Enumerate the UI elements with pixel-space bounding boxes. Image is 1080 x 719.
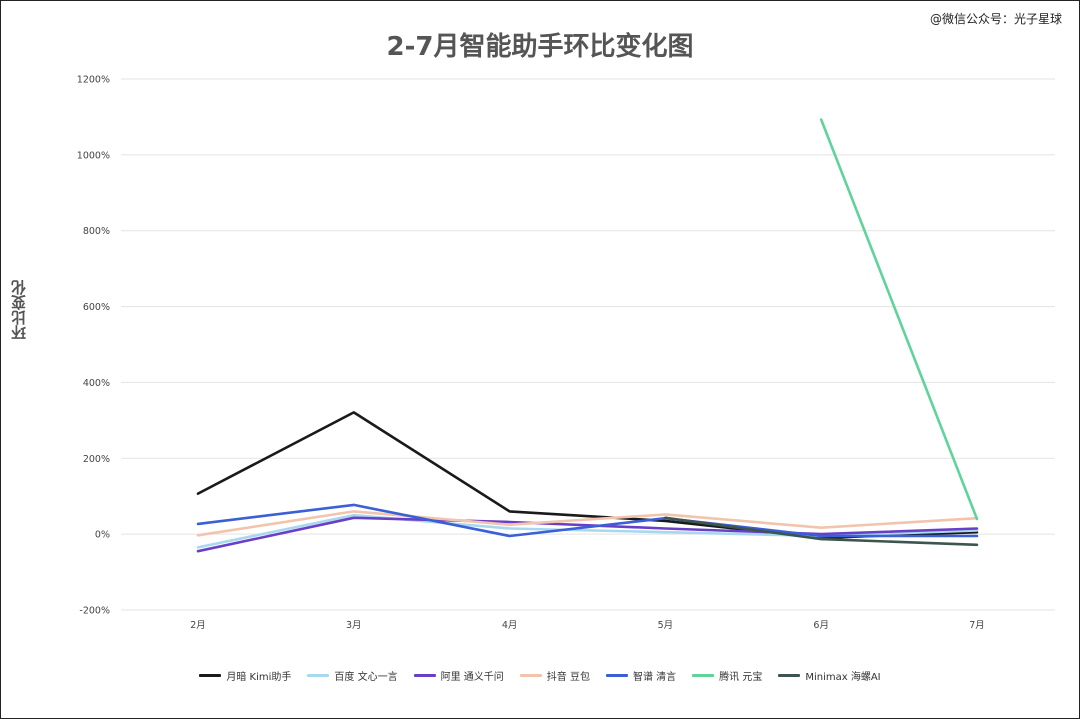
x-tick-label: 5月 xyxy=(658,620,674,631)
legend-swatch xyxy=(778,674,801,677)
y-tick-label: 400% xyxy=(83,378,110,389)
x-tick-label: 6月 xyxy=(813,620,829,631)
y-tick-labels: -200% 0% 200% 400% 600% 800% 1000% 1200% xyxy=(77,75,110,617)
legend-item: 抖音 豆包 xyxy=(519,668,590,683)
legend-item: Minimax 海螺AI xyxy=(778,668,881,683)
series-line-4 xyxy=(196,503,979,538)
y-tick-label: 1200% xyxy=(77,75,110,86)
series-line-6 xyxy=(664,516,979,547)
x-tick-label: 4月 xyxy=(502,620,518,631)
series-line-5 xyxy=(819,118,979,521)
y-tick-label: 0% xyxy=(95,530,110,541)
legend-item: 百度 文心一言 xyxy=(307,668,398,683)
legend-label: 百度 文心一言 xyxy=(334,672,398,683)
series-lines xyxy=(196,118,979,553)
y-tick-label: 800% xyxy=(83,226,110,237)
legend-swatch xyxy=(692,674,715,677)
legend-swatch xyxy=(413,674,436,677)
legend-swatch xyxy=(307,674,330,677)
legend-label: 腾讯 元宝 xyxy=(719,672,763,683)
legend-label: 抖音 豆包 xyxy=(546,672,590,683)
chart-title: 2-7月智能助手环比变化图 xyxy=(386,32,694,62)
y-tick-label: 200% xyxy=(83,454,110,465)
series-line-3 xyxy=(196,510,979,537)
legend-item: 智谱 清言 xyxy=(605,668,677,683)
legend: 月暗 Kimi助手 百度 文心一言 阿里 通义千问 抖音 豆包 智谱 清言 腾讯 元宝 Mi… xyxy=(0,668,1080,683)
watermark: @微信公众号：光子星球 xyxy=(929,12,1062,26)
legend-swatch xyxy=(199,674,222,677)
legend-swatch xyxy=(605,674,628,677)
legend-label: 月暗 Kimi助手 xyxy=(226,672,292,683)
x-tick-labels: 2月 3月 4月 5月 6月 7月 xyxy=(190,620,985,631)
x-tick-label: 3月 xyxy=(346,620,362,631)
legend-item: 阿里 通义千问 xyxy=(413,668,504,683)
legend-item: 腾讯 元宝 xyxy=(692,668,762,683)
x-tick-label: 7月 xyxy=(969,620,985,631)
legend-item: 月暗 Kimi助手 xyxy=(199,668,291,683)
series-line-2 xyxy=(196,516,979,553)
legend-label: 阿里 通义千问 xyxy=(440,672,504,683)
y-tick-label: -200% xyxy=(79,606,110,617)
y-tick-label: 1000% xyxy=(77,150,110,161)
x-tick-label: 2月 xyxy=(190,620,206,631)
legend-label: Minimax 海螺AI xyxy=(805,672,881,683)
y-tick-label: 600% xyxy=(83,302,110,313)
legend-swatch xyxy=(519,674,542,677)
legend-label: 智谱 清言 xyxy=(632,672,677,683)
